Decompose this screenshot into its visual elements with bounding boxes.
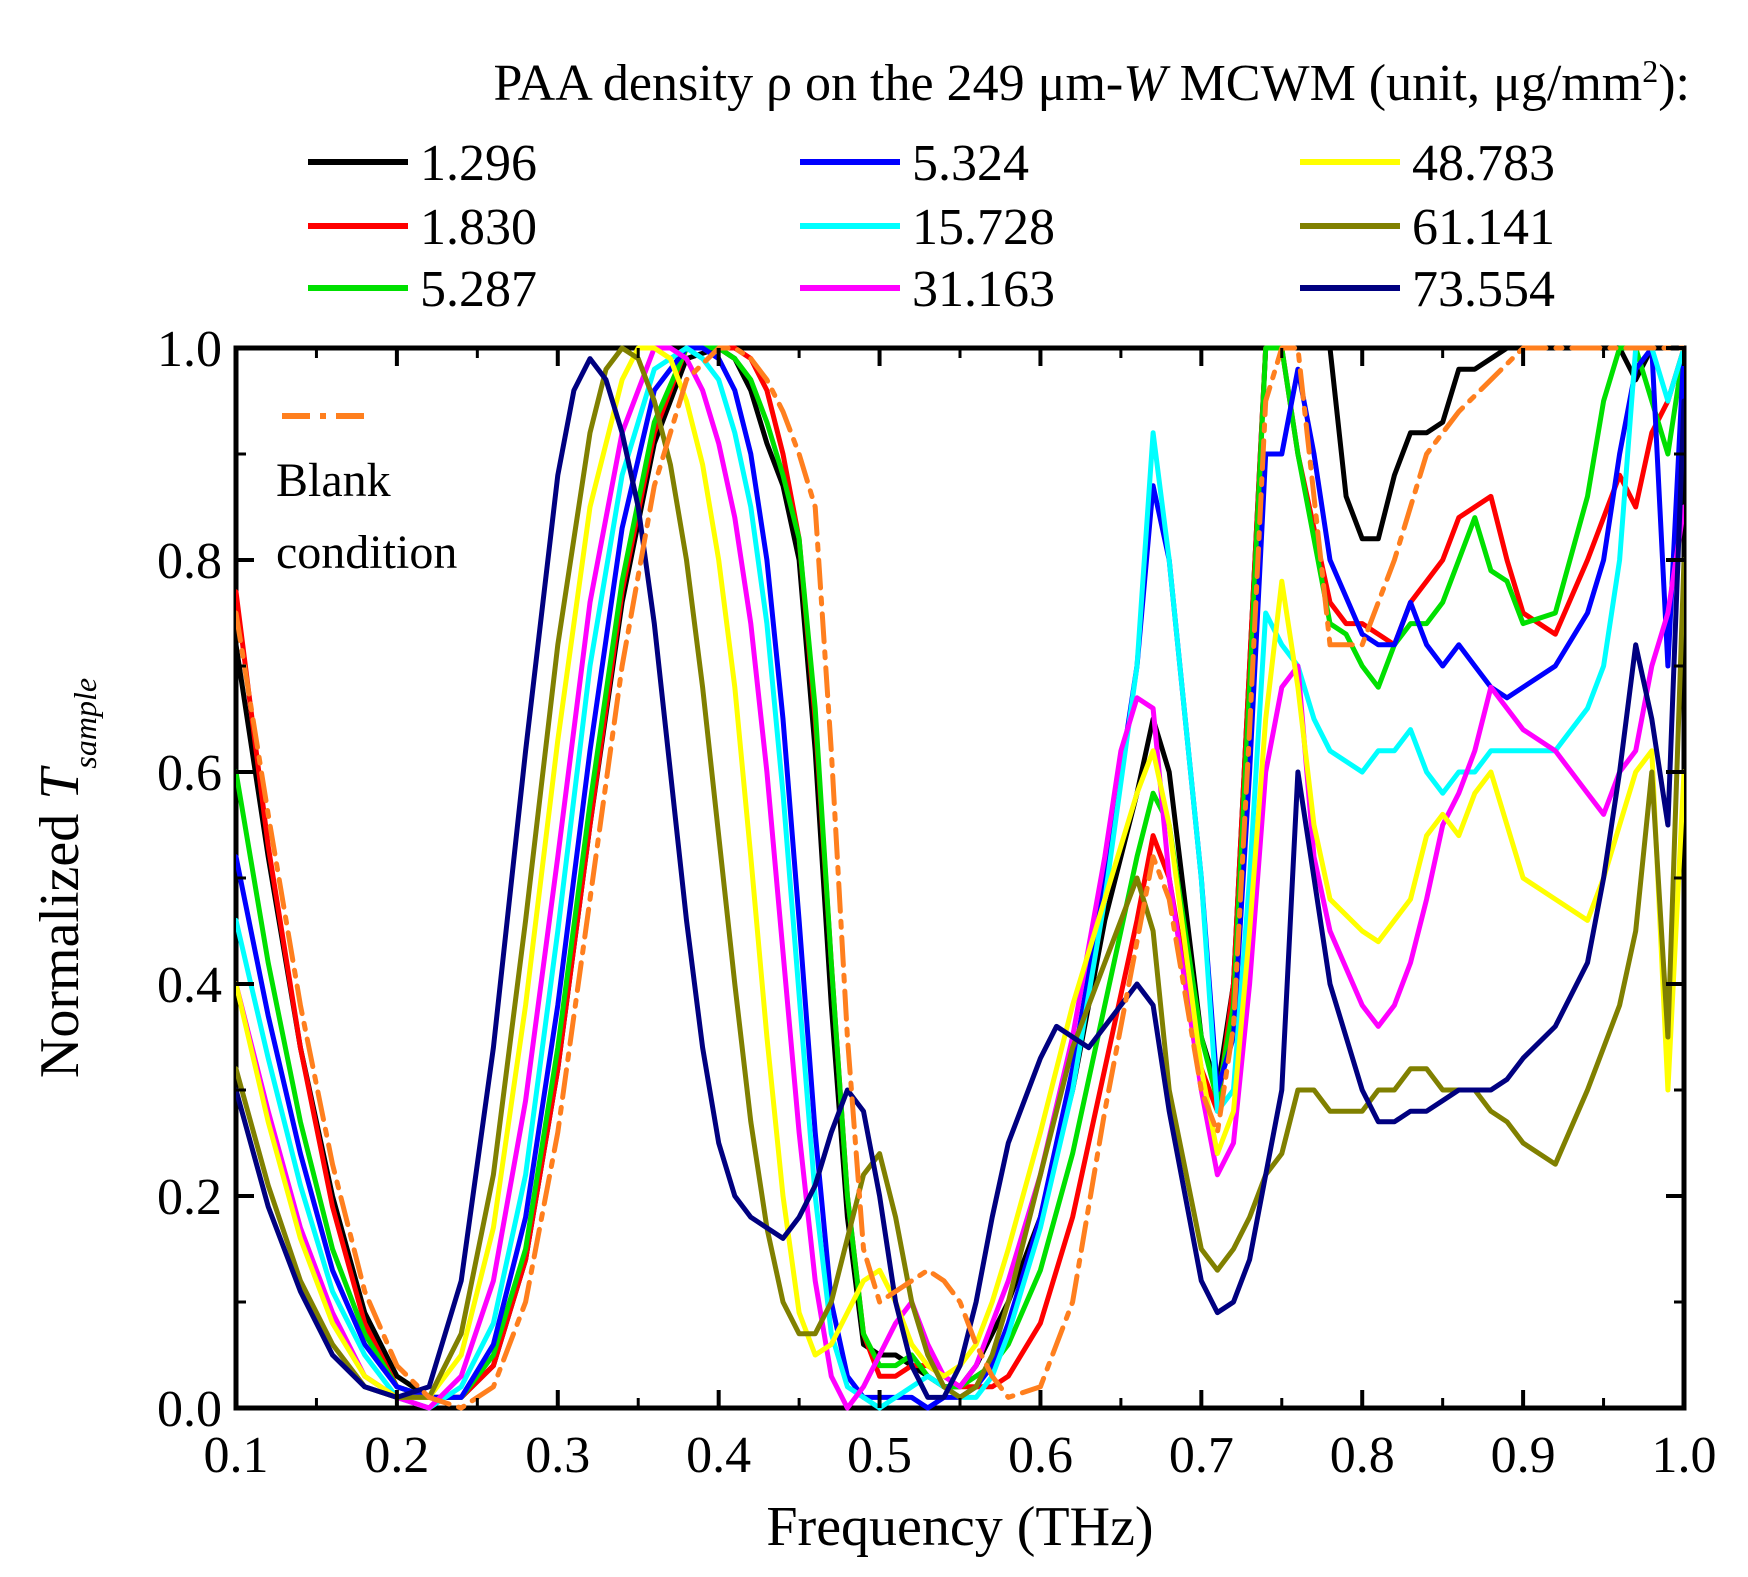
legend-label: 61.141 (1412, 199, 1555, 256)
series-line-5-324 (236, 345, 1684, 1411)
legend-label: 48.783 (1412, 135, 1555, 192)
legend-label: 5.324 (912, 135, 1029, 192)
chart-title-mid: MCWM (unit, μg/mm (1167, 55, 1643, 112)
x-tick-label: 0.6 (1008, 1427, 1073, 1484)
chart-title-suffix: ): (1658, 55, 1690, 112)
legend-label: 1.296 (420, 135, 537, 192)
y-tick-label: 0.0 (157, 1381, 222, 1438)
y-tick-label: 0.8 (157, 533, 222, 590)
y-axis-label: Normalized Tsample (29, 678, 103, 1078)
x-tick-label: 0.3 (525, 1427, 590, 1484)
series-line-5-287 (236, 345, 1684, 1400)
y-axis-label-sub: sample (67, 678, 103, 769)
y-axis-label-prefix: Normalized (29, 800, 91, 1078)
y-tick-label: 0.6 (157, 745, 222, 802)
series-line-61-141 (236, 345, 1684, 1400)
x-axis-label: Frequency (THz) (766, 1496, 1153, 1558)
legend-label: 15.728 (912, 199, 1055, 256)
ticks-layer: 0.1 0.2 0.3 0.4 0.5 0.6 0.7 0.8 0.9 1.0 0.0 0.2 0.4 0… (157, 321, 1717, 1484)
series-line-1-296 (236, 345, 1684, 1400)
blank-condition-line1: Blank (276, 454, 391, 507)
series-line-73-554 (236, 356, 1684, 1400)
chart-title: PAA density ρ on the 249 μm-W MCWM (unit… (494, 53, 1690, 112)
legend-label: 73.554 (1412, 261, 1555, 318)
y-axis-label-t: T (29, 765, 91, 800)
x-tick-label: 0.5 (847, 1427, 912, 1484)
chart-title-w: W (1123, 55, 1171, 112)
x-tick-label: 0.9 (1491, 1427, 1556, 1484)
series-line-blank-condition (236, 345, 1684, 1411)
legend-label: 31.163 (912, 261, 1055, 318)
x-tick-label: 0.8 (1330, 1427, 1395, 1484)
series-line-1-830 (236, 345, 1684, 1400)
series-line-31-163 (236, 345, 1684, 1411)
legend-label: 1.830 (420, 199, 537, 256)
series-line-15-728 (236, 345, 1684, 1411)
chart-title-prefix: PAA density ρ on the 249 μm- (494, 55, 1124, 112)
blank-condition-line2: condition (276, 526, 457, 579)
x-tick-label: 0.1 (204, 1427, 269, 1484)
x-tick-label: 0.7 (1169, 1427, 1234, 1484)
x-tick-label: 1.0 (1652, 1427, 1717, 1484)
series-line-48-783 (236, 345, 1684, 1400)
series-layer (236, 345, 1684, 1411)
y-tick-label: 1.0 (157, 321, 222, 378)
y-tick-label: 0.4 (157, 957, 222, 1014)
plot-frame (233, 345, 1687, 1411)
x-tick-label: 0.4 (686, 1427, 751, 1484)
y-tick-label: 0.2 (157, 1169, 222, 1226)
blank-condition-annotation: Blank condition (276, 413, 457, 579)
chart-title-sup: 2 (1642, 53, 1658, 89)
x-tick-label: 0.2 (364, 1427, 429, 1484)
legend-label: 5.287 (420, 261, 537, 318)
